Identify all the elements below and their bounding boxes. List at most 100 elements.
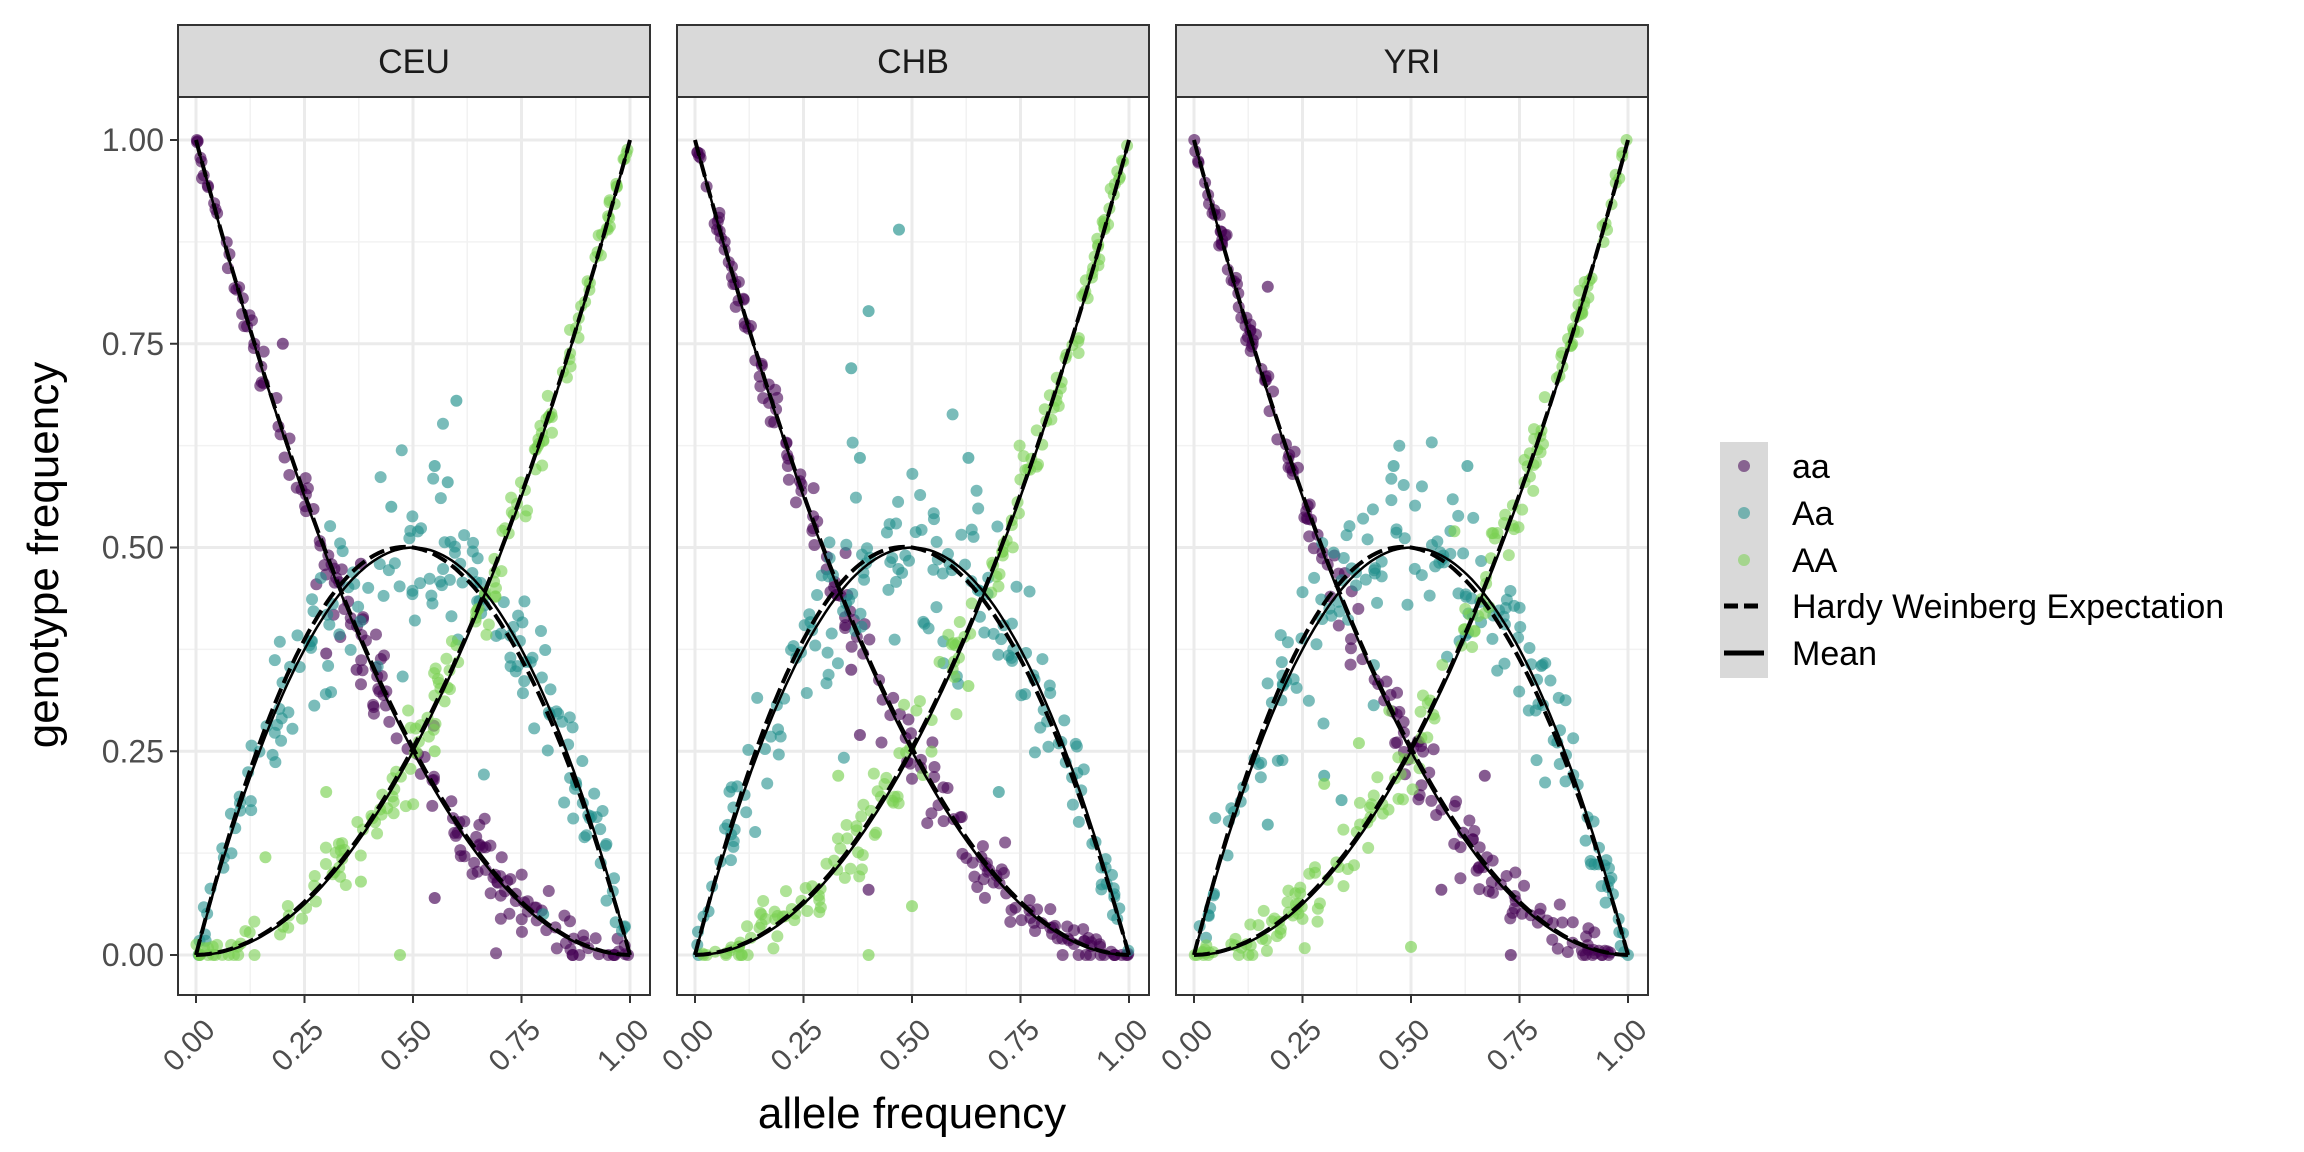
y-axis-title: genotype frequency xyxy=(19,362,68,749)
point-AA xyxy=(1499,508,1512,521)
point-AA xyxy=(820,857,833,870)
point-Aa xyxy=(1015,689,1028,702)
legend-key-AA xyxy=(1738,554,1750,566)
point-Aa xyxy=(1058,714,1071,727)
point-Aa xyxy=(511,660,524,673)
point-Aa xyxy=(576,755,589,768)
point-aa xyxy=(1005,903,1018,916)
point-aa xyxy=(428,891,441,904)
point-Aa xyxy=(727,835,740,848)
point-aa xyxy=(1430,809,1443,822)
point-aa xyxy=(1546,933,1559,946)
point-Aa xyxy=(454,557,467,570)
point-aa xyxy=(1412,793,1425,806)
point-AA xyxy=(1308,861,1321,874)
point-Aa xyxy=(927,507,940,520)
point-AA xyxy=(1298,942,1311,955)
point-Aa xyxy=(306,593,319,606)
point-Aa xyxy=(1327,546,1340,559)
point-AA xyxy=(1341,863,1354,876)
point-AA xyxy=(354,849,367,862)
point-Aa xyxy=(444,535,457,548)
point-aa xyxy=(764,415,777,428)
point-Aa xyxy=(742,743,755,756)
point-Aa xyxy=(541,744,554,757)
point-AA xyxy=(1414,705,1427,718)
point-Aa xyxy=(1553,758,1566,771)
point-Aa xyxy=(423,572,436,585)
point-Aa xyxy=(837,751,850,764)
x-tick-label: 0.50 xyxy=(1372,1013,1437,1078)
point-Aa xyxy=(1375,570,1388,583)
point-Aa xyxy=(1385,472,1398,485)
legend-label-hwe: Hardy Weinberg Expectation xyxy=(1792,588,2224,626)
point-Aa xyxy=(1209,811,1222,824)
point-AA xyxy=(1337,823,1350,836)
point-aa xyxy=(1023,893,1036,906)
point-Aa xyxy=(282,706,295,719)
point-AA xyxy=(404,762,417,775)
point-aa xyxy=(1556,916,1569,929)
point-AA xyxy=(1468,625,1481,638)
point-Aa xyxy=(534,624,547,637)
mean-curve-AA xyxy=(195,139,632,957)
point-Aa xyxy=(374,471,387,484)
point-aa xyxy=(1332,619,1345,632)
point-Aa xyxy=(1275,656,1288,669)
point-Aa xyxy=(1361,533,1374,546)
point-aa xyxy=(999,836,1012,849)
point-Aa xyxy=(1599,896,1612,909)
point-Aa xyxy=(1366,503,1379,516)
panel-CEU: CEU 0.00 0.25 0.50 0.75 1.00 0.00 0.25 0.50 0.75 1… xyxy=(102,24,656,1078)
point-aa xyxy=(1504,949,1517,961)
point-Aa xyxy=(992,786,1005,798)
point-Aa xyxy=(1459,588,1472,601)
point-Aa xyxy=(1290,681,1303,694)
point-aa xyxy=(573,949,586,961)
point-aa xyxy=(577,929,590,942)
point-AA xyxy=(332,837,345,850)
point-AA xyxy=(933,655,946,668)
point-Aa xyxy=(322,659,335,672)
point-Aa xyxy=(1559,694,1572,707)
point-Aa xyxy=(273,635,286,648)
point-AA xyxy=(248,915,261,928)
point-aa xyxy=(807,482,820,495)
point-AA xyxy=(1353,796,1366,809)
x-tick-label: 0.00 xyxy=(1155,1013,1220,1078)
point-Aa xyxy=(967,530,980,543)
point-Aa xyxy=(504,651,517,664)
point-Aa xyxy=(855,620,868,633)
x-tick-label: 0.25 xyxy=(765,1013,830,1078)
point-aa xyxy=(445,795,458,808)
point-AA xyxy=(1289,887,1302,900)
point-aa xyxy=(1079,949,1092,961)
point-AA xyxy=(480,628,493,641)
point-Aa xyxy=(1595,880,1608,893)
point-aa xyxy=(471,865,484,878)
point-AA xyxy=(1406,783,1419,796)
point-AA xyxy=(1485,527,1498,540)
point-aa xyxy=(495,851,508,864)
point-AA xyxy=(1436,658,1449,671)
point-AA xyxy=(1527,484,1540,497)
point-aa xyxy=(355,654,368,667)
point-AA xyxy=(1392,792,1405,805)
point-AA xyxy=(334,870,347,883)
point-AA xyxy=(1259,933,1272,946)
point-AA xyxy=(838,871,851,884)
point-aa xyxy=(515,868,528,881)
point-Aa xyxy=(266,748,279,761)
point-aa xyxy=(1004,915,1017,928)
point-aa xyxy=(276,337,289,350)
point-Aa xyxy=(749,825,762,838)
point-aa xyxy=(1486,854,1499,867)
point-aa xyxy=(782,473,795,486)
point-Aa xyxy=(333,628,346,641)
point-Aa xyxy=(930,535,943,548)
point-AA xyxy=(1352,737,1365,750)
point-Aa xyxy=(774,730,787,743)
point-AA xyxy=(541,389,554,402)
point-aa xyxy=(283,468,296,481)
facet-label: CEU xyxy=(378,43,450,81)
